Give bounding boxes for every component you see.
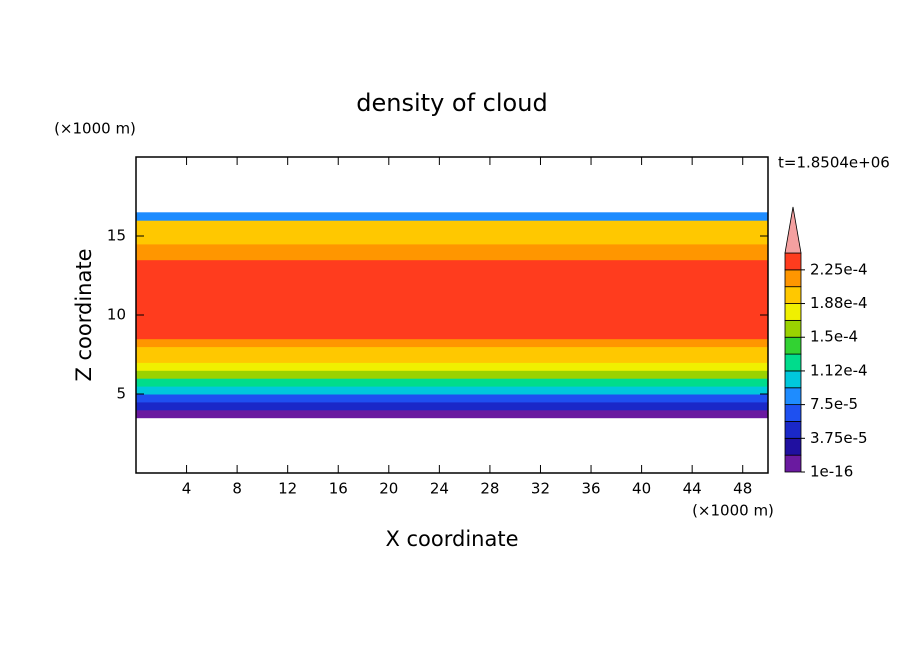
- x-tick-label: 20: [379, 480, 398, 498]
- density-band: [136, 338, 768, 348]
- colorbar-box: [784, 353, 802, 372]
- colorbar-box: [784, 404, 802, 422]
- x-tick-label: 44: [683, 480, 702, 498]
- colorbar-label: 3.75e-5: [810, 429, 868, 447]
- x-tick-label: 28: [480, 480, 499, 498]
- density-band: [136, 401, 768, 411]
- y-unit: (×1000 m): [54, 120, 136, 138]
- colorbar-label: 2.25e-4: [810, 260, 868, 278]
- colorbar-box: [784, 387, 802, 406]
- density-band: [136, 370, 768, 379]
- x-unit: (×1000 m): [692, 502, 774, 520]
- density-band: [136, 259, 768, 269]
- density-band: [136, 394, 768, 403]
- density-band: [136, 386, 768, 395]
- x-tick-label: 4: [182, 480, 192, 498]
- density-band: [136, 220, 768, 229]
- x-axis-label: X coordinate: [385, 527, 518, 551]
- colorbar-box: [784, 437, 802, 456]
- chart-title: density of cloud: [356, 89, 547, 117]
- x-tick-label: 16: [329, 480, 348, 498]
- x-tick-label: 24: [430, 480, 449, 498]
- density-band: [136, 243, 768, 253]
- density-band: [136, 307, 768, 316]
- density-band: [136, 330, 768, 340]
- density-band: [136, 236, 768, 245]
- density-band: [136, 267, 768, 276]
- density-band: [136, 291, 768, 300]
- colorbar-label: 1e-16: [810, 463, 853, 481]
- colorbar-box: [784, 421, 802, 439]
- colorbar-label: 1.12e-4: [810, 361, 868, 379]
- colorbar-over: [784, 206, 802, 254]
- density-band: [136, 362, 768, 371]
- colorbar-box: [784, 252, 802, 271]
- y-axis-label: Z coordinate: [72, 248, 96, 381]
- x-tick-label: 8: [232, 480, 242, 498]
- density-band: [136, 322, 768, 332]
- colorbar-box: [784, 286, 802, 304]
- density-band: [136, 251, 768, 261]
- colorbar-box: [784, 319, 802, 338]
- x-tick-label: 40: [632, 480, 651, 498]
- annotation: t=1.8504e+06: [778, 154, 890, 172]
- x-tick-label: 32: [531, 480, 550, 498]
- density-band: [136, 346, 768, 355]
- density-band: [136, 354, 768, 363]
- x-tick-label: 36: [581, 480, 600, 498]
- colorbar-box: [784, 454, 802, 473]
- colorbar-box: [784, 336, 802, 355]
- density-band: [136, 283, 768, 292]
- colorbar-label: 1.5e-4: [810, 328, 858, 346]
- density-band: [136, 378, 768, 387]
- y-tick-label: 5: [116, 385, 126, 403]
- colorbar-label: 7.5e-5: [810, 395, 858, 413]
- y-tick-label: 10: [107, 306, 126, 324]
- x-tick-label: 48: [733, 480, 752, 498]
- density-band: [136, 315, 768, 324]
- colorbar-box: [784, 370, 802, 389]
- density-band: [136, 228, 768, 237]
- density-band: [136, 299, 768, 308]
- y-tick-label: 15: [107, 227, 126, 245]
- colorbar-box: [784, 303, 802, 321]
- colorbar-label: 1.88e-4: [810, 294, 868, 312]
- x-tick-label: 12: [278, 480, 297, 498]
- density-band: [136, 409, 768, 419]
- density-band: [136, 212, 768, 221]
- density-band: [136, 275, 768, 284]
- colorbar-box: [784, 269, 802, 288]
